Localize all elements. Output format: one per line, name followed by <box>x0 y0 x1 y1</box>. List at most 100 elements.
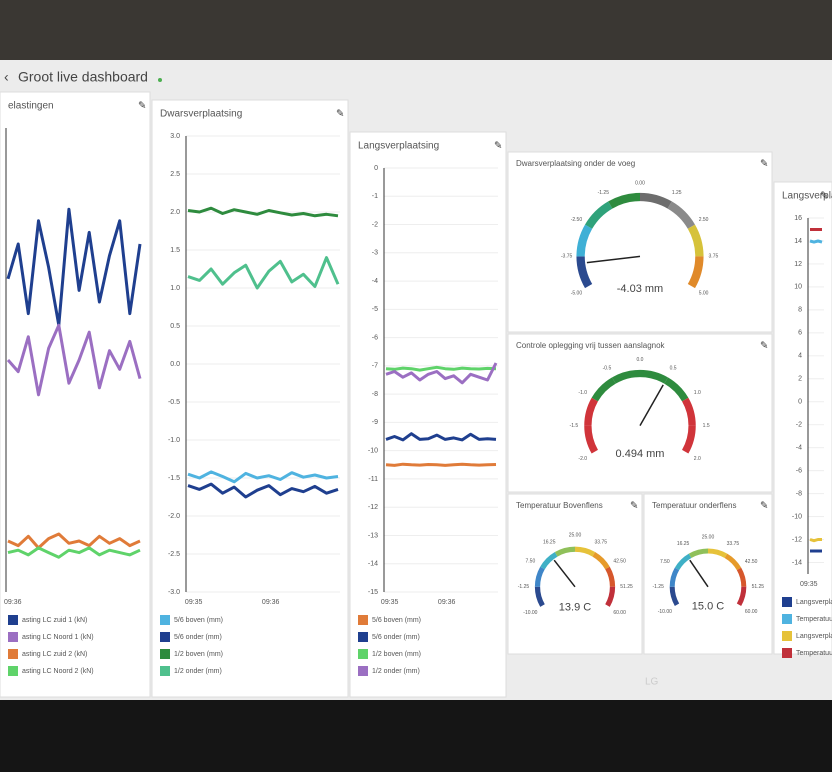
legend-label: 5/6 onder (mm) <box>372 634 420 641</box>
panel-title: Langsverplaatsing <box>358 141 439 152</box>
legend-label: Temperatuur bove <box>796 616 832 623</box>
gauge-tick-label: 33.75 <box>727 541 740 547</box>
panel-title: Temperatuur Bovenflens <box>516 501 603 510</box>
y-tick-label: -2 <box>796 422 802 429</box>
gauge-band <box>736 586 747 606</box>
gauge-tick-label: -1.0 <box>578 390 587 396</box>
panel-title: Langsverplaatsin <box>782 191 832 202</box>
gauge-tick-label: 3.75 <box>709 254 719 260</box>
y-tick-label: -4 <box>372 278 378 285</box>
series-line <box>7 546 141 559</box>
series-line <box>385 362 498 385</box>
gauge-tick-label: 51.25 <box>752 584 765 590</box>
gauge-tick-label: 5.00 <box>699 290 709 296</box>
y-tick-label: -14 <box>368 561 378 568</box>
y-tick-label: 4 <box>798 353 802 360</box>
panel-title: Temperatuur onderflens <box>652 501 737 510</box>
gauge-tick-label: -10.00 <box>658 609 672 615</box>
gauge-band <box>724 553 742 571</box>
gauge-band <box>681 425 696 454</box>
gauge-band <box>639 369 668 384</box>
legend-swatch <box>358 649 368 659</box>
y-tick-label: -5 <box>372 306 378 313</box>
gauge-tick-label: -1.25 <box>598 190 610 196</box>
panel <box>643 493 773 655</box>
y-tick-label: -1.5 <box>168 475 180 482</box>
edit-icon[interactable]: ✎ <box>494 141 502 152</box>
legend-label: Langsverplaatsing <box>796 633 832 640</box>
edit-icon[interactable]: ✎ <box>820 191 828 202</box>
gauge-tick-label: 16.25 <box>677 541 690 547</box>
y-tick-label: 12 <box>794 261 802 268</box>
bezel <box>0 700 832 772</box>
gauge-band <box>576 224 593 257</box>
gauge-band <box>664 377 689 402</box>
legend-label: 5/6 boven (mm) <box>372 617 421 624</box>
gauge-tick-label: 1.0 <box>694 390 701 396</box>
gauge-band <box>605 566 616 587</box>
back-icon[interactable]: ‹ <box>4 69 9 85</box>
y-tick-label: 6 <box>798 330 802 337</box>
legend-label: asting LC zuid 2 (kN) <box>22 651 87 658</box>
y-tick-label: -11 <box>368 476 378 483</box>
x-tick-label: 09:36 <box>262 599 280 606</box>
legend-swatch <box>8 666 18 676</box>
legend-swatch <box>358 632 368 642</box>
gauge-tick-label: 16.25 <box>543 540 556 546</box>
series-line <box>187 256 340 290</box>
gauge-value: -4.03 mm <box>617 283 663 295</box>
y-tick-label: -8 <box>372 391 378 398</box>
gauge-band <box>592 552 610 570</box>
gauge-tick-label: 51.25 <box>620 584 633 590</box>
edit-icon[interactable]: ✎ <box>760 341 768 352</box>
legend-swatch <box>8 615 18 625</box>
x-tick-label: 09:35 <box>381 599 399 606</box>
gauge-tick-label: -5.00 <box>571 290 583 296</box>
gauge-value: 13.9 C <box>559 601 591 613</box>
series-line <box>809 538 822 543</box>
panel-title: Dwarsverplaatsing <box>160 109 242 120</box>
gauge-tick-label: -10.00 <box>523 610 537 616</box>
gauge-tick-label: -1.25 <box>518 584 530 590</box>
gauge-tick-label: 42.50 <box>745 559 758 565</box>
legend-swatch <box>160 632 170 642</box>
series-line <box>385 365 497 372</box>
x-tick-label: 09:36 <box>438 599 456 606</box>
y-tick-label: -10 <box>792 513 802 520</box>
y-tick-label: -3.0 <box>168 589 180 596</box>
edit-icon[interactable]: ✎ <box>138 101 146 112</box>
edit-icon[interactable]: ✎ <box>336 109 344 120</box>
panel <box>151 99 349 698</box>
panel-title: elastingen <box>8 101 54 112</box>
gauge-band <box>639 192 672 209</box>
gauge-tick-label: 1.5 <box>703 423 710 429</box>
y-tick-label: 14 <box>794 238 802 245</box>
edit-icon[interactable]: ✎ <box>630 501 638 512</box>
gauge-band <box>605 586 616 607</box>
edit-icon[interactable]: ✎ <box>760 501 768 512</box>
y-tick-label: -15 <box>368 589 378 596</box>
legend-label: Temperatuur onde <box>796 650 832 657</box>
y-tick-label: -8 <box>796 490 802 497</box>
edit-icon[interactable]: ✎ <box>760 159 768 170</box>
series-line <box>187 482 339 499</box>
panel <box>349 131 507 698</box>
legend-swatch <box>358 666 368 676</box>
gauge-tick-label: -2.0 <box>578 456 587 462</box>
gauge-needle <box>689 559 709 588</box>
legend-label: 1/2 onder (mm) <box>174 668 222 675</box>
gauge-band <box>584 425 599 454</box>
series-line <box>385 432 497 442</box>
series-line <box>187 206 339 218</box>
gauge-band <box>608 192 641 209</box>
y-tick-label: -7 <box>372 363 378 370</box>
gauge-band <box>585 201 613 229</box>
y-tick-label: -9 <box>372 419 378 426</box>
x-tick-label: 09:35 <box>800 581 818 588</box>
series-line <box>809 239 823 244</box>
y-tick-label: 8 <box>798 307 802 314</box>
y-tick-label: -2 <box>372 221 378 228</box>
legend-label: asting LC Noord 2 (kN) <box>22 668 94 675</box>
gauge-tick-label: -3.75 <box>561 254 573 260</box>
